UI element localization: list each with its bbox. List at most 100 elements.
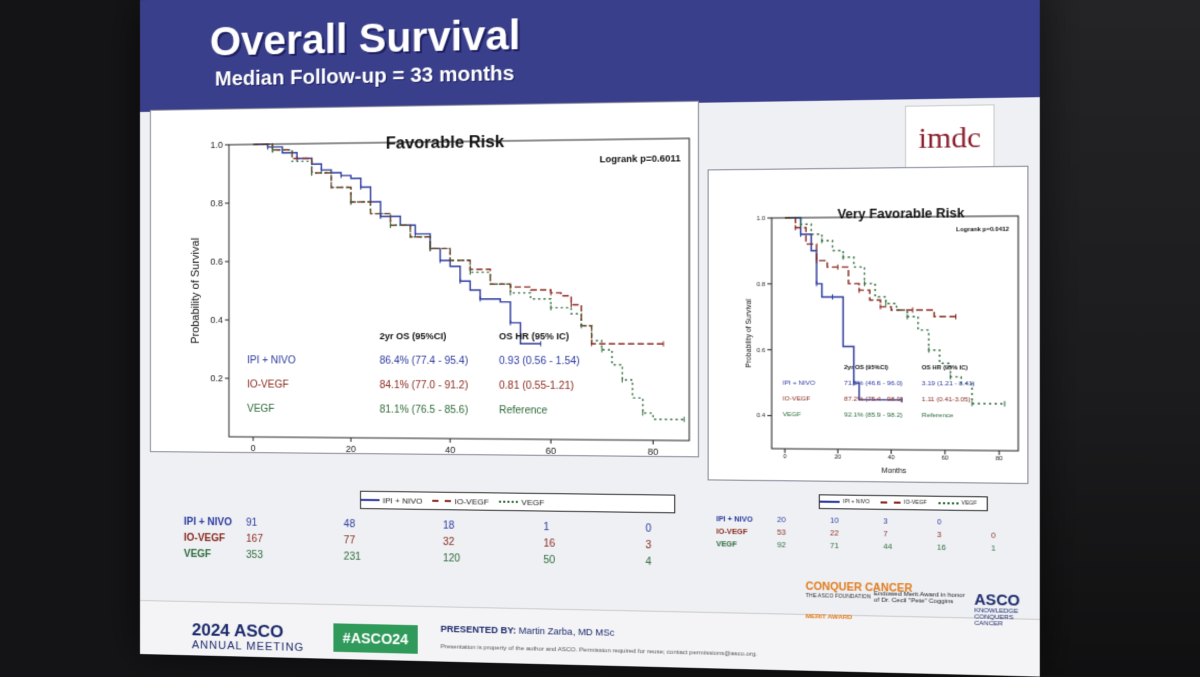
presenter-name: Martin Zarba, MD MSc bbox=[519, 625, 615, 637]
copyright-notice: Presentation is property of the author a… bbox=[441, 644, 758, 658]
risk-value: 50 bbox=[543, 555, 555, 567]
stats-row-os: 87.2% (75.4 - 98.9) bbox=[844, 395, 903, 403]
favorable-risk-title: Favorable Risk bbox=[386, 134, 504, 154]
stats-row-name: IO-VEGF bbox=[783, 395, 811, 403]
risk-value: 0 bbox=[991, 533, 995, 541]
favorable-risk-panel: Favorable Risk 0.20.40.60.81.0020406080M… bbox=[150, 101, 699, 458]
favorable-risk-legend: IPI + NIVO IO-VEGF VEGF bbox=[360, 491, 675, 514]
y-tick-label: 1.0 bbox=[210, 140, 223, 150]
risk-row-label: IPI + NIVO bbox=[184, 517, 232, 529]
x-tick-label: 40 bbox=[445, 445, 455, 455]
imdc-logo: imdc bbox=[905, 104, 995, 173]
legend-swatch bbox=[881, 501, 901, 503]
risk-value: 3 bbox=[937, 532, 941, 539]
y-axis-label: Probability of Survival bbox=[190, 238, 202, 344]
stats-row-hr: Reference bbox=[499, 405, 548, 417]
risk-value: 16 bbox=[937, 545, 946, 553]
x-tick-label: 60 bbox=[546, 446, 557, 456]
risk-value: 91 bbox=[246, 518, 257, 529]
legend-item: IPI + NIVO bbox=[361, 495, 422, 505]
risk-value: 1 bbox=[543, 522, 549, 533]
x-tick-label: 0 bbox=[251, 443, 256, 453]
legend-item: VEGF bbox=[499, 497, 544, 507]
risk-value: 3 bbox=[883, 518, 887, 525]
stats-row-os: 86.4% (77.4 - 95.4) bbox=[380, 355, 469, 367]
stats-header-hr: OS HR (95% IC) bbox=[922, 365, 968, 372]
stats-header-hr: OS HR (95% IC) bbox=[499, 331, 569, 341]
x-tick-label: 0 bbox=[783, 454, 786, 460]
legend-swatch bbox=[433, 500, 452, 502]
risk-value: 10 bbox=[830, 518, 839, 525]
y-axis-label: Probability of Survival bbox=[746, 299, 754, 368]
risk-value: 22 bbox=[830, 530, 839, 538]
risk-value: 18 bbox=[443, 520, 455, 531]
risk-row-label: VEGF bbox=[184, 549, 211, 561]
risk-row-label: IO-VEGF bbox=[184, 533, 225, 545]
logrank-annotation: Logrank p=0.0412 bbox=[956, 226, 1009, 233]
y-tick-label: 0.6 bbox=[210, 257, 223, 267]
stats-row-hr: Reference bbox=[922, 411, 955, 419]
award-text: Endowed Merit Award in honor of Dr. Ceci… bbox=[874, 591, 970, 606]
legend-label: IO-VEGF bbox=[904, 500, 927, 507]
x-tick-label: 20 bbox=[346, 444, 356, 454]
legend-label: VEGF bbox=[521, 497, 544, 507]
favorable-risk-chart: 0.20.40.60.81.0020406080MonthsProbabilit… bbox=[151, 102, 698, 457]
risk-value: 167 bbox=[246, 534, 263, 545]
stats-row-name: IO-VEGF bbox=[247, 379, 289, 390]
risk-value: 20 bbox=[777, 517, 786, 524]
risk-value: 7 bbox=[883, 531, 887, 538]
stats-header-os: 2yr OS (95%CI) bbox=[380, 331, 447, 341]
legend-label: IPI + NIVO bbox=[383, 496, 423, 506]
merit-award-text: MERIT AWARD bbox=[806, 614, 913, 623]
risk-row-label: IPI + NIVO bbox=[716, 516, 753, 524]
x-tick-label: 60 bbox=[942, 455, 949, 461]
stats-row-hr: 0.81 (0.55-1.21) bbox=[499, 380, 574, 392]
y-tick-label: 0.4 bbox=[757, 413, 765, 419]
legend-item: IPI + NIVO bbox=[820, 499, 870, 506]
slide-title: Overall Survival bbox=[210, 13, 521, 66]
x-tick-label: 80 bbox=[648, 446, 659, 456]
stats-row-name: VEGF bbox=[247, 404, 275, 415]
stats-row-hr: 3.19 (1.21 - 8.41) bbox=[922, 380, 975, 388]
risk-value: 71 bbox=[830, 543, 839, 551]
stats-header-os: 2yr OS (95%CI) bbox=[844, 365, 888, 371]
x-tick-label: 80 bbox=[996, 456, 1003, 462]
risk-value: 120 bbox=[443, 553, 460, 565]
logrank-annotation: Logrank p=0.6011 bbox=[600, 153, 681, 164]
stats-row-hr: 0.93 (0.56 - 1.54) bbox=[499, 356, 580, 368]
x-tick-label: 40 bbox=[888, 455, 895, 461]
risk-value: 53 bbox=[777, 529, 786, 536]
x-tick-label: 20 bbox=[834, 454, 841, 460]
very-favorable-risk-title: Very Favorable Risk bbox=[837, 206, 964, 222]
legend-label: IO-VEGF bbox=[455, 496, 489, 506]
legend-swatch bbox=[361, 499, 380, 501]
stats-row-name: VEGF bbox=[783, 411, 802, 418]
risk-row-label: IO-VEGF bbox=[716, 529, 747, 537]
legend-item: IO-VEGF bbox=[881, 499, 927, 506]
very-favorable-risk-legend: IPI + NIVO IO-VEGF VEGF bbox=[819, 494, 988, 511]
risk-value: 92 bbox=[777, 542, 786, 549]
risk-value: 77 bbox=[344, 535, 355, 546]
stats-row-os: 84.1% (77.0 - 91.2) bbox=[380, 380, 469, 392]
legend-label: IPI + NIVO bbox=[843, 499, 870, 506]
stats-row-os: 81.1% (76.5 - 85.6) bbox=[380, 404, 469, 416]
projection-screen: Overall Survival Median Follow-up = 33 m… bbox=[140, 0, 1040, 677]
legend-item: VEGF bbox=[938, 500, 977, 507]
risk-value: 16 bbox=[543, 538, 555, 550]
risk-value: 353 bbox=[246, 550, 263, 561]
risk-value: 1 bbox=[991, 545, 995, 553]
hashtag-badge: #ASCO24 bbox=[333, 623, 417, 653]
stats-row-name: IPI + NIVO bbox=[247, 355, 296, 366]
y-tick-label: 0.2 bbox=[210, 373, 223, 383]
legend-item: IO-VEGF bbox=[433, 496, 489, 506]
x-axis-label: Months bbox=[881, 468, 906, 476]
asco-meeting-name: ANNUAL MEETING bbox=[192, 639, 304, 654]
risk-value: 44 bbox=[883, 544, 892, 552]
risk-value: 48 bbox=[344, 519, 355, 530]
y-tick-label: 0.8 bbox=[210, 198, 223, 208]
risk-value: 0 bbox=[937, 519, 941, 526]
slide-footer: 2024 ASCO ANNUAL MEETING #ASCO24 PRESENT… bbox=[140, 600, 1040, 677]
asco-tagline: KNOWLEDGE CONQUERS CANCER bbox=[974, 608, 1039, 629]
plot-area bbox=[229, 138, 689, 440]
